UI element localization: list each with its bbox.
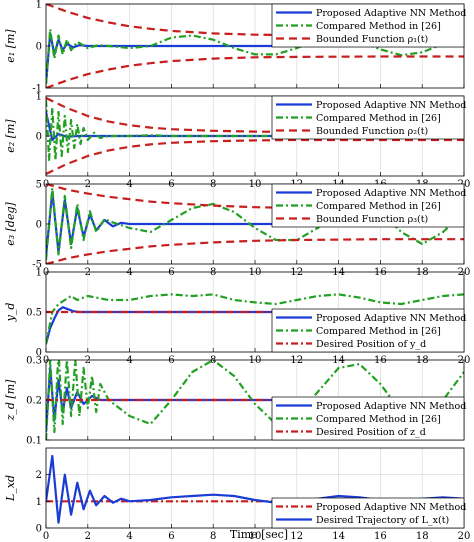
x-tick-label: 8: [210, 531, 216, 542]
legend-label: Proposed Adaptive NN Method: [316, 100, 466, 111]
legend-box: [271, 396, 465, 441]
y-axis-label: e₁ [m]: [4, 29, 17, 63]
legend-label: Proposed Adaptive NN Method: [316, 502, 466, 513]
x-tick-label: 16: [374, 531, 387, 542]
series-line-3-lower: [46, 138, 464, 175]
y-tick-label: 2: [36, 470, 42, 481]
legend-box: [271, 497, 465, 529]
y-tick-label: -1: [32, 84, 42, 95]
legend-box: [271, 308, 465, 353]
x-tick-label: 0: [43, 531, 49, 542]
legend-label: Compared Method in [26]: [316, 326, 441, 337]
legend: Proposed Adaptive NN Method Compared Meth…: [271, 308, 466, 353]
x-tick-label: 12: [290, 531, 303, 542]
legend-label: Compared Method in [26]: [316, 21, 441, 32]
legend-label: Proposed Adaptive NN Method: [316, 8, 466, 19]
series-line-3-lower: [46, 238, 464, 264]
legend: Proposed Adaptive NN Method Compared Meth…: [271, 3, 466, 48]
series-line-3-lower: [46, 55, 464, 88]
legend-label: Compared Method in [26]: [316, 113, 441, 124]
y-tick-label: 1: [36, 92, 42, 103]
y-tick-label: 5: [36, 180, 42, 191]
subplot-1: -1 0 1 e₁ [m] Proposed Adaptive NN Method Com…: [4, 0, 466, 95]
x-tick-label: 18: [416, 531, 429, 542]
y-tick-label: 0: [36, 348, 42, 359]
series-line-2: [46, 360, 464, 440]
x-tick-label: 20: [458, 531, 471, 542]
subplot-5: 0.1 0.2 0.3 z_d [m] Proposed Adaptive NN Met…: [4, 356, 466, 447]
y-tick-label: 0: [36, 220, 42, 231]
legend-label: Desired Trajectory of L_x(t): [316, 515, 449, 526]
legend-label: Desired Position of z_d: [316, 427, 426, 438]
y-tick-label: 0: [36, 42, 42, 53]
series-line-2: [46, 99, 464, 162]
y-tick-label: 1: [36, 268, 42, 279]
legend-label: Proposed Adaptive NN Method: [316, 401, 466, 412]
x-tick-label: 10: [249, 531, 262, 542]
legend-box: [271, 3, 465, 48]
y-tick-label: 0.3: [26, 356, 42, 367]
y-axis-label: e₂ [m]: [4, 119, 17, 153]
legend-label: Bounded Function ρ₂(t): [316, 126, 428, 137]
y-tick-label: 1: [36, 0, 42, 11]
legend-box: [271, 95, 465, 140]
y-axis-label: z_d [m]: [4, 379, 17, 422]
y-axis-label: e₃ [deg]: [4, 201, 17, 245]
x-tick-label: 2: [85, 531, 91, 542]
y-tick-label: 0.1: [26, 436, 42, 447]
legend-label: Compared Method in [26]: [316, 414, 441, 425]
legend-box: [271, 183, 465, 228]
y-tick-label: 0.2: [26, 396, 42, 407]
legend: Proposed Adaptive NN Method Desired Traje…: [271, 497, 466, 529]
legend-label: Proposed Adaptive NN Method: [316, 188, 466, 199]
legend: Proposed Adaptive NN Method Compared Meth…: [271, 95, 466, 140]
subplot-stack: -1 0 1 e₁ [m] Proposed Adaptive NN Method Com…: [4, 0, 470, 542]
legend-label: Bounded Function ρ₁(t): [316, 34, 428, 45]
subplot-2: 0246810121416182001e₂ [m]Proposed Adapti…: [4, 92, 470, 191]
x-axis-label: Time [sec]: [230, 528, 288, 541]
x-tick-label: 4: [126, 531, 132, 542]
y-tick-label: -5: [32, 260, 42, 271]
y-tick-label: 0: [36, 524, 42, 535]
x-tick-label: 6: [168, 531, 174, 542]
y-tick-label: 1: [36, 497, 42, 508]
legend-label: Proposed Adaptive NN Method: [316, 313, 466, 324]
legend-label: Desired Position of y_d: [316, 339, 426, 350]
legend-label: Compared Method in [26]: [316, 201, 441, 212]
x-tick-label: 14: [332, 531, 345, 542]
y-tick-label: 0: [36, 132, 42, 143]
legend: Proposed Adaptive NN Method Compared Meth…: [271, 183, 466, 228]
legend: Proposed Adaptive NN Method Compared Meth…: [271, 396, 466, 441]
y-axis-label: y_d: [4, 303, 17, 323]
legend-label: Bounded Function ρ₃(t): [316, 214, 428, 225]
y-tick-label: 0.5: [26, 308, 42, 319]
y-axis-label: L_xd: [4, 475, 17, 502]
